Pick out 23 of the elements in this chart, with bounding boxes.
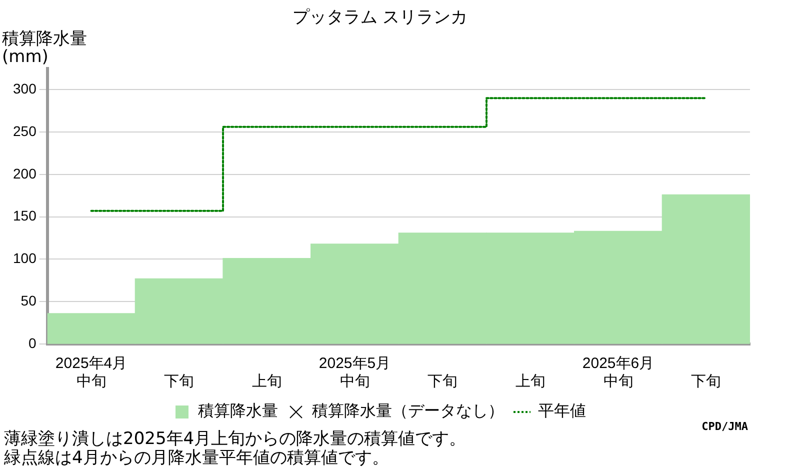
x-tick-label: 上旬 <box>252 373 282 390</box>
chart-title: プッタラム スリランカ <box>292 8 468 28</box>
y-tick-label: 300 <box>13 80 37 96</box>
text: 薄緑塗り潰しは2025年4月上旬からの降水量の積算値です。 <box>4 429 466 449</box>
y-tick-label: 200 <box>13 165 37 182</box>
x-tick-label: 下旬 <box>428 373 458 390</box>
x-tick-label: 2025年4月中旬 <box>55 355 128 390</box>
y-tick-label: 100 <box>13 250 37 266</box>
y-tick-label: 50 <box>20 292 37 308</box>
x-tick-label: 2025年6月中旬 <box>582 355 654 390</box>
y-tick-label: 250 <box>13 122 37 139</box>
legend-label: 平年値 <box>538 401 586 420</box>
legend-label: 積算降水量 <box>198 401 278 420</box>
y-tick-label: 150 <box>13 208 37 224</box>
x-tick-label: 上旬 <box>515 373 546 390</box>
text: 緑点線は4月からの月降水量平年値の積算値です。 <box>4 448 390 468</box>
x-tick-label: 2025年5月中旬 <box>318 355 391 390</box>
text: CPD/JMA <box>702 420 748 433</box>
y-tick-label: 0 <box>28 334 37 351</box>
x-tick-label: 下旬 <box>164 373 194 390</box>
y-axis-title: 積算降水量(mm) <box>2 29 88 67</box>
x-tick-label: 下旬 <box>691 373 722 390</box>
legend-label: 積算降水量（データなし） <box>312 401 504 420</box>
